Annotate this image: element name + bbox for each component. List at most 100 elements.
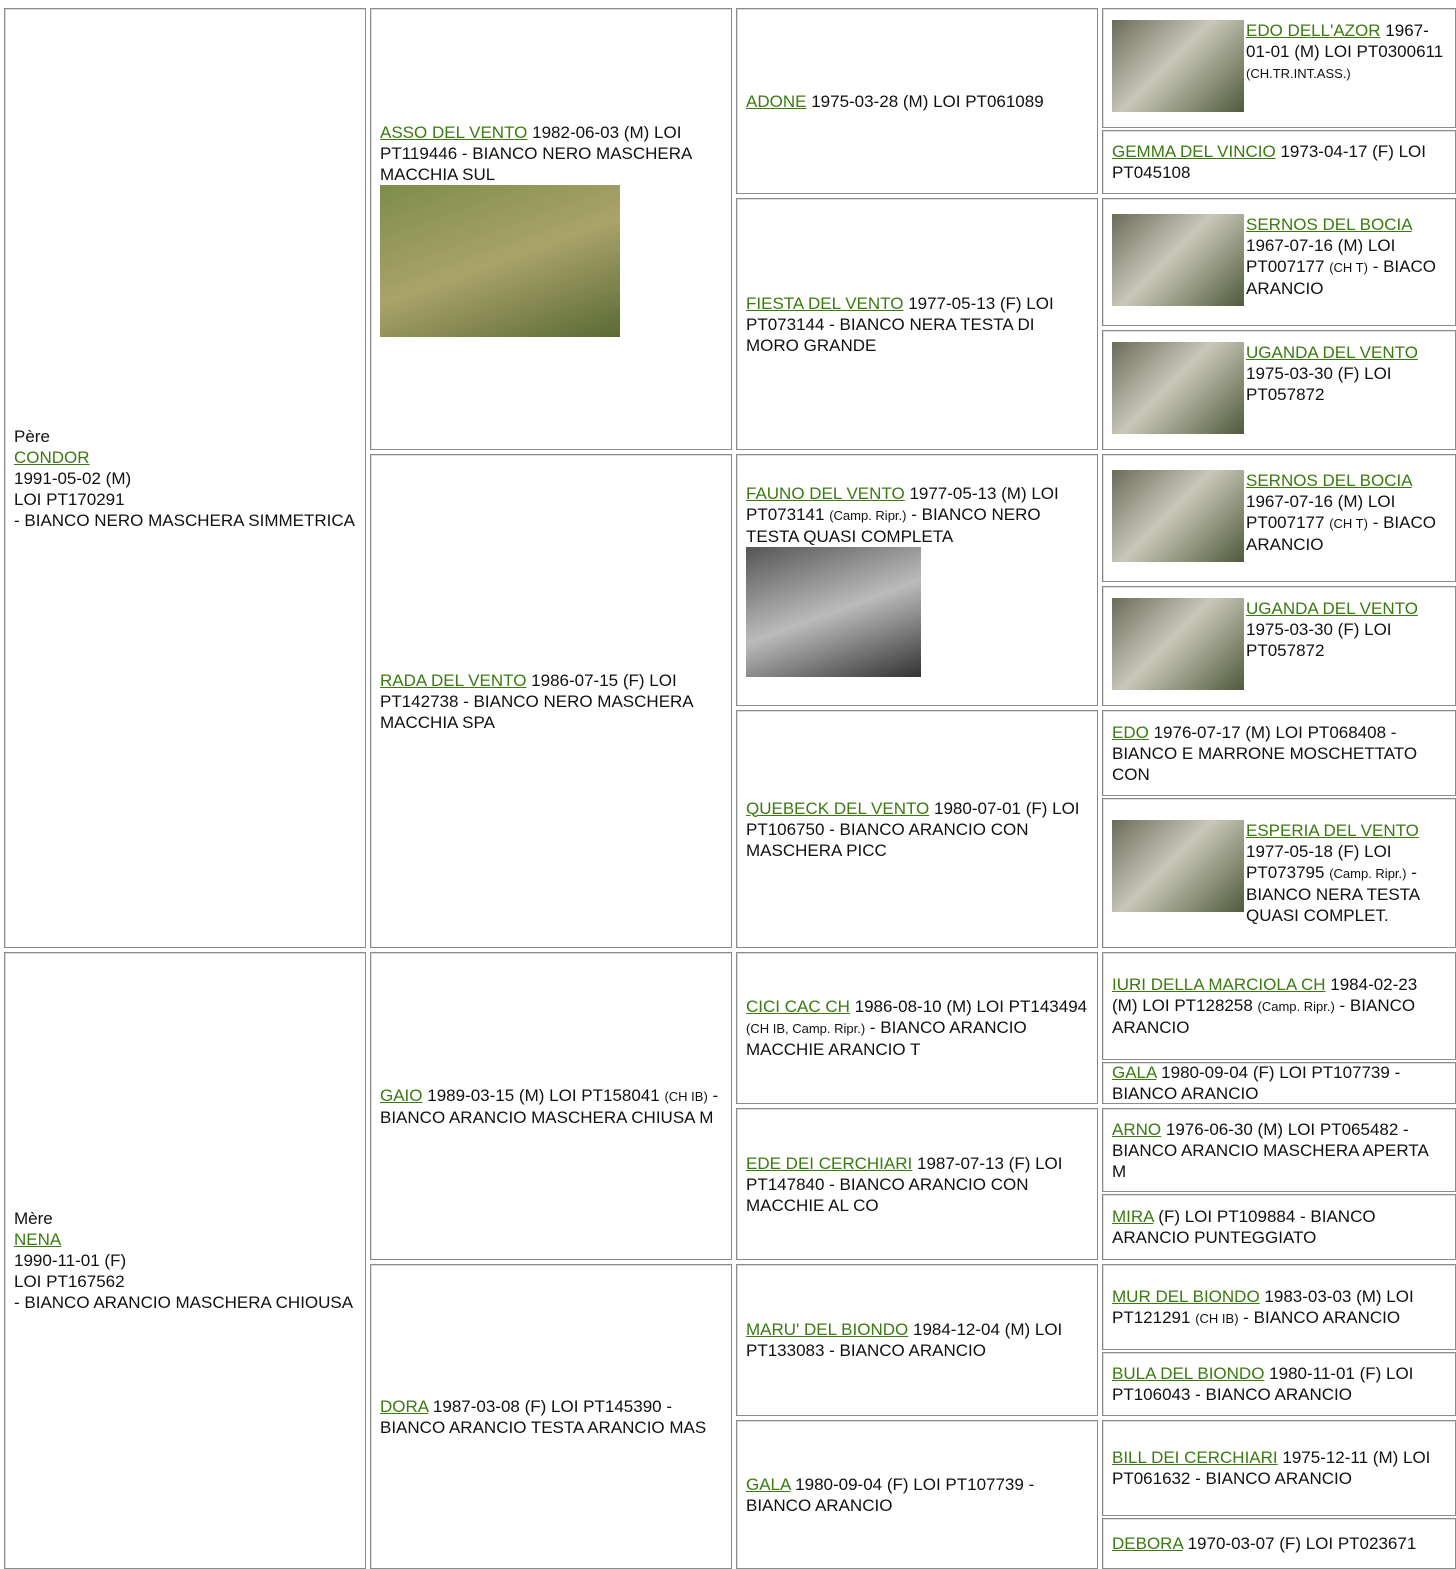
pedigree-cell: BILL DEI CERCHIARI 1975-12-11 (M) LOI PT… (1102, 1420, 1456, 1516)
dog-entry: GAIO 1989-03-15 (M) LOI PT158041 (CH IB)… (380, 1085, 722, 1128)
dog-name-link[interactable]: DEBORA (1112, 1534, 1183, 1553)
dog-detail: - BIANCO NERO MASCHERA SIMMETRICA (14, 510, 355, 530)
dog-name-link[interactable]: ARNO (1112, 1119, 1162, 1139)
pedigree-cell: ADONE 1975-03-28 (M) LOI PT061089 (736, 8, 1098, 194)
dog-entry: ESPERIA DEL VENTO 1977-05-18 (F) LOI PT0… (1112, 820, 1446, 926)
dog-entry: EDO DELL'AZOR 1967-01-01 (M) LOI PT03006… (1112, 20, 1446, 116)
dog-name-link[interactable]: IURI DELLA MARCIOLA CH (1112, 975, 1326, 994)
dog-detail: 1983-03-03 (M) LOI PT121291 (1112, 1286, 1414, 1327)
dog-name-link[interactable]: CICI CAC CH (746, 997, 850, 1016)
dog-entry: IURI DELLA MARCIOLA CH 1984-02-23 (M) LO… (1112, 974, 1446, 1038)
pedigree-cell: IURI DELLA MARCIOLA CH 1984-02-23 (M) LO… (1102, 952, 1456, 1060)
dog-name-link[interactable]: ADONE (746, 91, 807, 111)
dog-detail: - BIANCO ARANCIO MACCHIE ARANCIO T (746, 1018, 1027, 1059)
dog-detail: 1975-03-30 (F) LOI PT057872 (1246, 364, 1392, 404)
dog-entry: RADA DEL VENTO 1986-07-15 (F) LOI PT1427… (380, 670, 722, 733)
dog-detail: 1977-05-13 (F) LOI PT073144 - BIANCO NER… (746, 293, 1054, 355)
dog-entry: EDO 1976-07-17 (M) LOI PT068408 - BIANCO… (1112, 722, 1446, 785)
dog-title-note: (Camp. Ripr.) (829, 508, 907, 523)
dog-detail: 1967-01-01 (M) LOI PT0300611 (1246, 21, 1444, 61)
dog-entry: MUR DEL BIONDO 1983-03-03 (M) LOI PT1212… (1112, 1286, 1446, 1329)
dog-detail: 1980-09-04 (F) LOI PT107739 - BIANCO ARA… (746, 1474, 1035, 1515)
dog-entry: QUEBECK DEL VENTO 1980-07-01 (F) LOI PT1… (746, 798, 1088, 861)
dog-name-link[interactable]: GALA (746, 1474, 791, 1494)
dog-name-link[interactable]: UGANDA DEL VENTO (1246, 599, 1418, 618)
dog-name-link[interactable]: BILL DEI CERCHIARI (1112, 1448, 1278, 1467)
dog-name-link[interactable]: ASSO DEL VENTO (380, 122, 528, 142)
dog-entry: BILL DEI CERCHIARI 1975-12-11 (M) LOI PT… (1112, 1447, 1446, 1489)
dog-name-link[interactable]: BULA DEL BIONDO (1112, 1364, 1265, 1383)
dog-name-link[interactable]: FIESTA DEL VENTO (746, 293, 904, 313)
dog-name-link[interactable]: MUR DEL BIONDO (1112, 1286, 1260, 1306)
dog-photo (746, 547, 921, 677)
dog-detail: 1982-06-03 (M) LOI PT119446 - BIANCO NER… (380, 122, 692, 184)
dog-entry: CICI CAC CH 1986-08-10 (M) LOI PT143494 … (746, 996, 1088, 1060)
pedigree-cell: Père CONDOR 1991-05-02 (M) LOI PT170291- BI… (4, 8, 366, 948)
dog-detail: 1976-06-30 (M) LOI PT065482 - BIANCO ARA… (1112, 1119, 1428, 1181)
pedigree-cell: QUEBECK DEL VENTO 1980-07-01 (F) LOI PT1… (736, 710, 1098, 948)
dog-name-link[interactable]: GAIO (380, 1085, 423, 1105)
dog-detail: (F) LOI PT109884 - BIANCO ARANCIO PUNTEG… (1112, 1207, 1376, 1247)
dog-entry: DEBORA 1970-03-07 (F) LOI PT023671 (1112, 1533, 1446, 1554)
dog-detail: 1976-07-17 (M) LOI PT068408 - BIANCO E M… (1112, 722, 1418, 784)
dog-name-link[interactable]: RADA DEL VENTO (380, 670, 527, 690)
dog-detail: 1980-07-01 (F) LOI PT106750 - BIANCO ARA… (746, 798, 1080, 860)
dog-detail: 1977-05-13 (M) LOI PT073141 (746, 484, 1059, 524)
dog-name-link[interactable]: SERNOS DEL BOCIA (1246, 215, 1412, 234)
dog-name-link[interactable]: QUEBECK DEL VENTO (746, 798, 930, 818)
dog-name-link[interactable]: MARU' DEL BIONDO (746, 1320, 909, 1339)
dog-name-link[interactable]: ESPERIA DEL VENTO (1246, 821, 1419, 840)
pedigree-cell: BULA DEL BIONDO 1980-11-01 (F) LOI PT106… (1102, 1352, 1456, 1416)
dog-name-link[interactable]: FAUNO DEL VENTO (746, 484, 905, 503)
dog-detail: 1984-02-23 (M) LOI PT128258 (1112, 975, 1418, 1015)
dog-photo (380, 184, 620, 337)
dog-detail: - BIANCO ARANCIO MASCHERA CHIUSA M (380, 1085, 719, 1127)
dog-name-link[interactable]: GEMMA DEL VINCIO (1112, 142, 1276, 161)
dog-name-link[interactable]: CONDOR (14, 447, 90, 467)
pedigree-cell: FAUNO DEL VENTO 1977-05-13 (M) LOI PT073… (736, 454, 1098, 706)
pedigree-cell: GAIO 1989-03-15 (M) LOI PT158041 (CH IB)… (370, 952, 732, 1260)
dog-name-link[interactable]: GALA (1112, 1063, 1157, 1082)
dog-name-link[interactable]: MIRA (1112, 1207, 1154, 1226)
pedigree-cell: FIESTA DEL VENTO 1977-05-13 (F) LOI PT07… (736, 198, 1098, 450)
dog-detail: 1991-05-02 (M) (14, 468, 132, 488)
dog-detail: - BIANCO NERO TESTA QUASI COMPLETA (746, 505, 1041, 546)
dog-detail: 1970-03-07 (F) LOI PT023671 (1187, 1534, 1417, 1553)
dog-name-link[interactable]: EDO DELL'AZOR (1246, 21, 1381, 40)
dog-name-link[interactable]: EDE DEI CERCHIARI (746, 1153, 913, 1173)
dog-entry: Mère NENA 1990-11-01 (F) LOI PT167562 - BIAN… (14, 1208, 356, 1313)
dog-entry: ASSO DEL VENTO 1982-06-03 (M) LOI PT1194… (380, 122, 722, 337)
dog-entry: DORA 1987-03-08 (F) LOI PT145390 - BIANC… (380, 1396, 722, 1438)
dog-detail: 1967-07-16 (M) LOI PT007177 (1246, 492, 1396, 532)
pedigree-cell: SERNOS DEL BOCIA 1967-07-16 (M) LOI PT00… (1102, 198, 1456, 326)
dog-entry: BULA DEL BIONDO 1980-11-01 (F) LOI PT106… (1112, 1363, 1446, 1405)
pedigree-cell: MUR DEL BIONDO 1983-03-03 (M) LOI PT1212… (1102, 1264, 1456, 1350)
dog-detail: 1967-07-16 (M) LOI PT007177 (1246, 236, 1396, 276)
dog-entry: GALA 1980-09-04 (F) LOI PT107739 - BIANC… (1112, 1063, 1446, 1103)
pedigree-cell: ASSO DEL VENTO 1982-06-03 (M) LOI PT1194… (370, 8, 732, 450)
dog-detail: - BIACO ARANCIO (1246, 513, 1436, 554)
dog-name-link[interactable]: SERNOS DEL BOCIA (1246, 471, 1412, 490)
dog-entry: FAUNO DEL VENTO 1977-05-13 (M) LOI PT073… (746, 483, 1088, 677)
dog-name-link[interactable]: UGANDA DEL VENTO (1246, 343, 1418, 362)
pedigree-cell: EDO 1976-07-17 (M) LOI PT068408 - BIANCO… (1102, 710, 1456, 796)
dog-detail: 1973-04-17 (F) LOI PT045108 (1112, 142, 1426, 182)
dog-entry: ADONE 1975-03-28 (M) LOI PT061089 (746, 91, 1088, 112)
dog-detail: 1975-03-28 (M) LOI PT061089 (811, 91, 1044, 111)
pedigree-cell: Mère NENA 1990-11-01 (F) LOI PT167562 - BIAN… (4, 952, 366, 1569)
parent-label: Père (14, 426, 50, 446)
pedigree-cell: UGANDA DEL VENTO 1975-03-30 (F) LOI PT05… (1102, 586, 1456, 706)
dog-detail: 1980-09-04 (F) LOI PT107739 - BIANCO ARA… (1112, 1063, 1401, 1103)
pedigree-cell: DEBORA 1970-03-07 (F) LOI PT023671 (1102, 1518, 1456, 1569)
dog-detail: - BIANCO ARANCIO (1243, 1307, 1401, 1327)
pedigree-cell: ARNO 1976-06-30 (M) LOI PT065482 - BIANC… (1102, 1108, 1456, 1192)
dog-name-link[interactable]: NENA (14, 1230, 62, 1249)
dog-photo (1112, 598, 1244, 690)
dog-name-link[interactable]: DORA (380, 1396, 429, 1416)
pedigree-cell: MARU' DEL BIONDO 1984-12-04 (M) LOI PT13… (736, 1264, 1098, 1416)
dog-photo (1112, 820, 1244, 912)
dog-entry: EDE DEI CERCHIARI 1987-07-13 (F) LOI PT1… (746, 1153, 1088, 1216)
pedigree-cell: CICI CAC CH 1986-08-10 (M) LOI PT143494 … (736, 952, 1098, 1104)
dog-name-link[interactable]: EDO (1112, 722, 1149, 742)
